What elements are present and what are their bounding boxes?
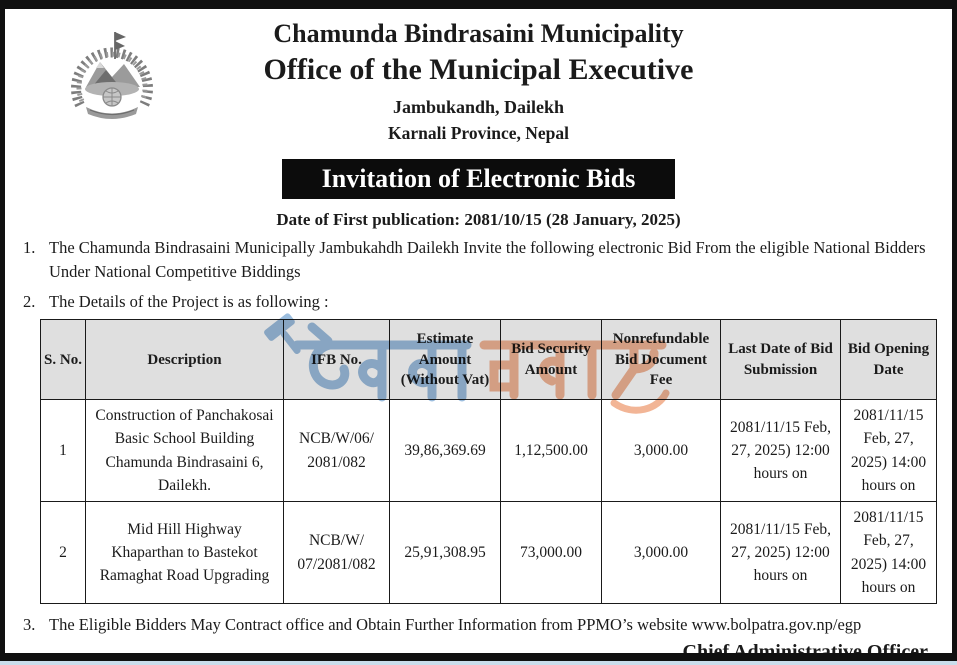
note-number: 1. — [23, 238, 36, 258]
column-header-ifb-no: IFB No. — [283, 319, 390, 401]
column-header-opening-date: Bid Opening Date — [840, 319, 937, 401]
column-header-document-fee: Nonrefundable Bid Document Fee — [601, 319, 721, 401]
invitation-banner: Invitation of Electronic Bids — [281, 159, 676, 200]
cell-ifb-no: NCB/W/ 07/2081/082 — [283, 501, 390, 605]
cell-description: Mid Hill Highway Khaparthan to Bastekot … — [85, 501, 284, 605]
note-text: The Chamunda Bindrasaini Municipally Jam… — [49, 238, 926, 282]
cell-sno: 1 — [40, 399, 86, 503]
column-header-sno: S. No. — [40, 319, 86, 401]
cell-estimate-amount: 39,86,369.69 — [389, 399, 501, 503]
column-header-description: Description — [85, 319, 284, 401]
cell-ifb-no: NCB/W/06/ 2081/082 — [283, 399, 390, 503]
emblem-graphic — [71, 32, 153, 119]
table-row: 2 Mid Hill Highway Khaparthan to Basteko… — [40, 501, 937, 605]
cell-description: Construction of Panchakosai Basic School… — [85, 399, 284, 503]
cell-bid-security: 1,12,500.00 — [500, 399, 602, 503]
table-header-row: S. No. Description IFB No. Estimate Amou… — [40, 319, 937, 401]
address-line-2: Karnali Province, Nepal — [388, 123, 569, 144]
cell-last-date: 2081/11/15 Feb, 27, 2025) 12:00 hours on — [720, 399, 841, 503]
note-text: The Details of the Project is as followi… — [49, 292, 329, 312]
signatory-title: Chief Administrative Officer — [682, 641, 929, 661]
bid-table-zone: S. No. Description IFB No. Estimate Amou… — [40, 313, 952, 605]
cell-opening-date: 2081/11/15 Feb, 27, 2025) 14:00 hours on — [840, 399, 937, 503]
cell-sno: 2 — [40, 501, 86, 605]
column-header-estimate-amount: Estimate Amount (Without Vat) — [389, 319, 501, 401]
cell-bid-security: 73,000.00 — [500, 501, 602, 605]
table-row: 1 Construction of Panchakosai Basic Scho… — [40, 399, 937, 503]
municipality-title: Chamunda Bindrasaini Municipality — [273, 19, 684, 48]
note-number: 2. — [23, 292, 36, 312]
note-item-1: 1. The Chamunda Bindrasaini Municipally … — [23, 236, 934, 284]
cell-last-date: 2081/11/15 Feb, 27, 2025) 12:00 hours on — [720, 501, 841, 605]
note-item-2: 2. The Details of the Project is as foll… — [23, 290, 934, 314]
note-number: 3. — [23, 615, 36, 635]
cell-document-fee: 3,000.00 — [601, 399, 721, 503]
bid-details-table: S. No. Description IFB No. Estimate Amou… — [40, 319, 937, 605]
cell-document-fee: 3,000.00 — [601, 501, 721, 605]
office-title: Office of the Municipal Executive — [263, 52, 694, 86]
cell-estimate-amount: 25,91,308.95 — [389, 501, 501, 605]
note-item-3: 3. The Eligible Bidders May Contract off… — [23, 613, 934, 637]
municipal-emblem-logo — [62, 23, 162, 131]
publication-date-line: Date of First publication: 2081/10/15 (2… — [276, 210, 681, 230]
document-header: Chamunda Bindrasaini Municipality Office… — [5, 9, 952, 144]
address-line-1: Jambukandh, Dailekh — [392, 96, 565, 117]
column-header-last-date: Last Date of Bid Submission — [720, 319, 841, 401]
note-text: The Eligible Bidders May Contract office… — [49, 615, 862, 635]
cell-opening-date: 2081/11/15 Feb, 27, 2025) 14:00 hours on — [840, 501, 937, 605]
scan-edge-strip — [0, 661, 957, 665]
column-header-bid-security: Bid Security Amount — [500, 319, 602, 401]
